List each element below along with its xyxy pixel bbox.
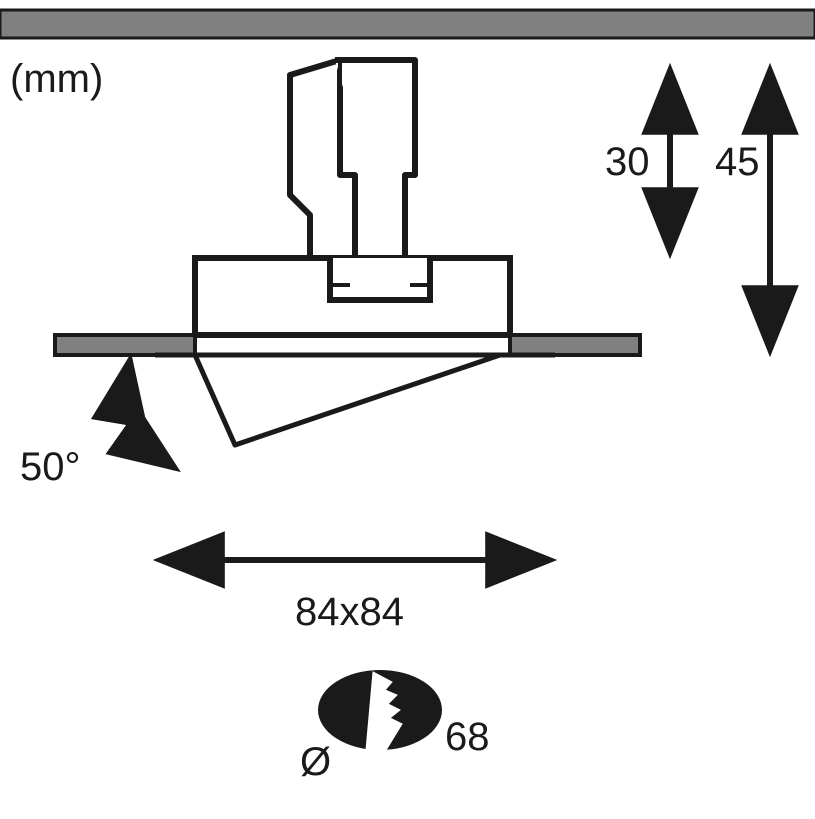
angle-50-arc: [128, 360, 175, 468]
cutout-symbol: Ø: [300, 740, 331, 784]
technical-diagram: (mm) 50° 30: [0, 0, 815, 819]
dim-30-label: 30: [605, 140, 650, 184]
angle-label: 50°: [20, 445, 81, 489]
dim-45-label: 45: [715, 140, 760, 184]
fixture-body: [195, 258, 510, 335]
cutout-icon: [318, 670, 442, 760]
tilt-indicator: [155, 355, 555, 445]
cutout-diameter: 68: [445, 715, 490, 759]
dim-width-label: 84x84: [295, 590, 404, 634]
ceiling-bar: [0, 10, 815, 38]
unit-label: (mm): [10, 57, 103, 101]
